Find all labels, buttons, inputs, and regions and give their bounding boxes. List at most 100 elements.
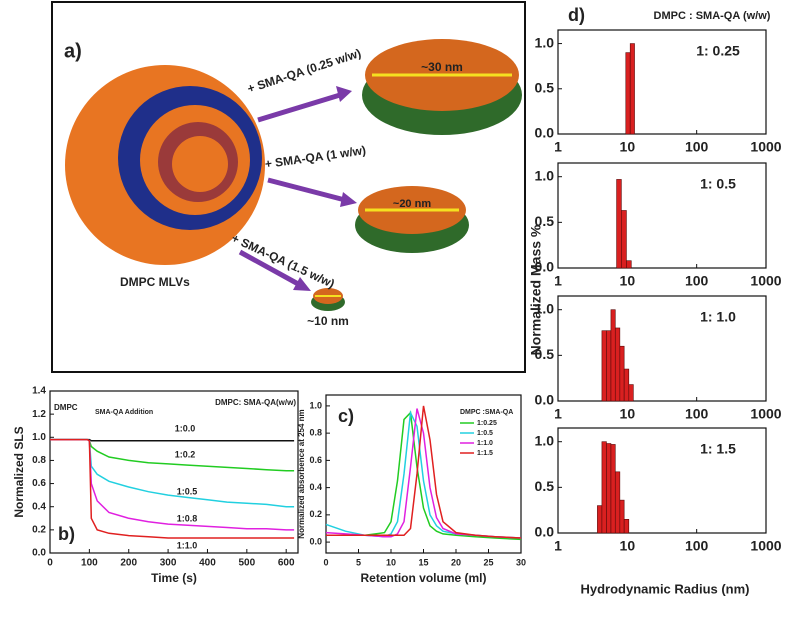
y-axis-title: Normalized SLS — [12, 426, 26, 517]
y-tick-label: 0.4 — [32, 501, 46, 512]
series-label: 1:0.5 — [177, 486, 198, 496]
x-tick-label: 0 — [323, 557, 328, 567]
size-label: ~10 nm — [307, 314, 349, 328]
legend-title: DMPC :SMA-QA — [460, 409, 513, 416]
x-tick-label: 0 — [47, 558, 53, 569]
series-line — [50, 438, 295, 539]
x-tick-label: 5 — [356, 557, 361, 567]
x-tick-label: 10 — [620, 139, 636, 155]
nanodisc-small — [311, 288, 345, 311]
x-tick-label: 1 — [554, 273, 562, 289]
panel-label: b) — [58, 524, 75, 544]
y-axis-title: Normalized Mass % — [528, 224, 544, 355]
y-tick-label: 0.5 — [535, 213, 555, 229]
x-tick-label: 200 — [120, 558, 137, 569]
legend-label: 1:1.0 — [477, 440, 493, 447]
x-tick-label: 600 — [278, 558, 295, 569]
histogram-bar — [614, 471, 621, 534]
panel-label: c) — [338, 406, 354, 426]
histogram-bar — [623, 368, 630, 402]
histogram-bar — [610, 309, 616, 402]
histogram-bar — [614, 327, 621, 402]
x-tick-label: 10 — [620, 538, 636, 554]
plot-frame — [557, 29, 767, 135]
legend-label: 1:0.25 — [477, 420, 497, 427]
histogram-bar — [601, 441, 607, 534]
y-tick-label: 1.0 — [535, 34, 555, 50]
x-tick-label: 100 — [685, 538, 709, 554]
histogram-bar — [619, 345, 625, 402]
series-label: 1:0.2 — [175, 449, 196, 459]
y-tick-label: 0.6 — [32, 478, 46, 489]
size-label: ~30 nm — [421, 60, 463, 74]
x-tick-label: 300 — [160, 558, 177, 569]
panel-label: a) — [64, 40, 82, 62]
x-tick-label: 1000 — [750, 139, 781, 155]
x-tick-label: 10 — [620, 406, 636, 422]
y-axis-title: Normalized absorbence at 254 nm — [297, 409, 306, 538]
histogram-bar — [606, 443, 612, 534]
y-tick-label: 0.2 — [32, 524, 46, 535]
nanodisc-medium — [355, 186, 469, 253]
series-line — [50, 438, 295, 531]
nanodisc-large — [362, 39, 522, 135]
histogram-bar — [597, 505, 603, 534]
y-tick-label: 1.4 — [32, 386, 46, 397]
series-line — [50, 438, 295, 508]
histogram-bar — [625, 52, 631, 135]
arrows — [238, 86, 357, 291]
series-label: 1:1.0 — [177, 540, 198, 550]
histogram-bar — [626, 260, 632, 269]
histogram-bar — [619, 499, 625, 534]
x-tick-label: 400 — [199, 558, 216, 569]
x-tick-label: 500 — [238, 558, 255, 569]
chart-subtitle: 1: 0.25 — [696, 43, 740, 59]
x-tick-label: 100 — [685, 273, 709, 289]
x-tick-label: 100 — [81, 558, 98, 569]
mlv-label: DMPC MLVs — [120, 275, 190, 289]
y-tick-label: 0.0 — [32, 548, 46, 559]
histogram-bar — [601, 330, 607, 402]
size-label: ~20 nm — [393, 198, 431, 210]
mlv-illustration — [65, 65, 265, 265]
y-tick-label: 0.0 — [535, 524, 555, 540]
histogram-bar — [621, 210, 627, 269]
y-tick-label: 1.0 — [32, 432, 46, 443]
panel-label: d) — [568, 5, 585, 25]
x-axis-title: Time (s) — [151, 571, 197, 585]
x-tick-label: 20 — [451, 557, 461, 567]
x-tick-label: 10 — [386, 557, 396, 567]
y-tick-label: 0.6 — [309, 455, 322, 465]
legend-title: DMPC : SMA-QA (w/w) — [654, 10, 771, 22]
y-tick-label: 0.5 — [535, 346, 555, 362]
x-tick-label: 1000 — [750, 538, 781, 554]
x-tick-label: 100 — [685, 406, 709, 422]
plot-frame — [49, 390, 299, 554]
y-tick-label: 0.0 — [309, 536, 322, 546]
y-tick-label: 0.4 — [309, 482, 322, 492]
y-tick-label: 0.0 — [535, 259, 555, 275]
series-label: 1:0.8 — [177, 513, 198, 523]
x-tick-label: 1000 — [750, 273, 781, 289]
x-axis-title: Hydrodynamic Radius (nm) — [580, 581, 749, 596]
chart-subtitle: 1: 1.0 — [700, 309, 736, 325]
x-tick-label: 1 — [554, 406, 562, 422]
annotation: DMPC — [54, 403, 78, 412]
series-line — [326, 405, 522, 539]
plot-frame — [557, 295, 767, 402]
annotation: SMA-QA Addition — [95, 409, 153, 416]
y-tick-label: 1.0 — [535, 300, 555, 316]
y-tick-label: 1.2 — [32, 409, 46, 420]
legend-label: 1:1.5 — [477, 450, 493, 457]
x-tick-label: 1 — [554, 139, 562, 155]
y-tick-label: 0.0 — [535, 125, 555, 141]
x-tick-label: 1000 — [750, 406, 781, 422]
y-tick-label: 0.5 — [535, 478, 555, 494]
histogram-bar — [610, 444, 616, 534]
plot-frame — [557, 162, 767, 269]
plot-frame — [557, 427, 767, 534]
histogram-bar — [616, 179, 622, 269]
y-tick-label: 0.0 — [535, 392, 555, 408]
y-tick-label: 1.0 — [535, 432, 555, 448]
x-tick-label: 10 — [620, 273, 636, 289]
